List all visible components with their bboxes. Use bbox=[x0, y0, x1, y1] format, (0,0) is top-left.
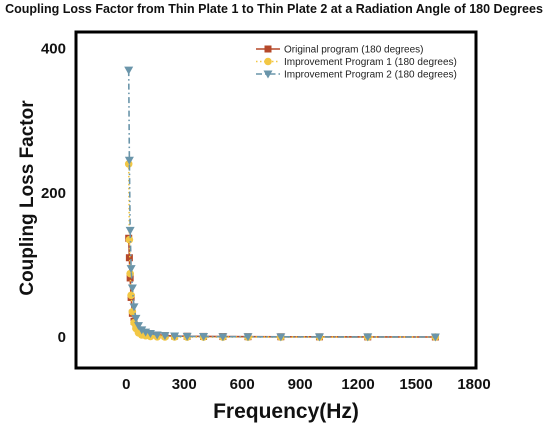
series-3-point-6 bbox=[131, 314, 141, 323]
legend-label-1: Original program (180 degrees) bbox=[284, 45, 424, 56]
legend-marker-3 bbox=[263, 70, 273, 79]
series-3-point-8 bbox=[137, 326, 147, 335]
plot-frame bbox=[74, 30, 478, 370]
legend: Original program (180 degrees)Improvemen… bbox=[256, 45, 457, 81]
series-3 bbox=[124, 66, 440, 342]
series-3-point-19 bbox=[314, 333, 324, 342]
legend-label-2: Improvement Program 1 (180 degrees) bbox=[284, 57, 457, 68]
ticks-layer: 0 300 600 900 1200 1500 1800 0 200 400 bbox=[41, 40, 491, 393]
y-tick-label-0: 0 bbox=[58, 329, 66, 346]
series-3-point-10 bbox=[145, 330, 155, 339]
legend-label-3: Improvement Program 2 (180 degrees) bbox=[284, 70, 457, 81]
y-tick-label-2: 400 bbox=[41, 40, 66, 57]
series-3-point-7 bbox=[133, 322, 143, 331]
series-3-point-18 bbox=[276, 333, 286, 342]
x-tick-label-1: 300 bbox=[172, 376, 197, 393]
series-2-point-1 bbox=[125, 235, 134, 244]
series-2-point-3 bbox=[127, 291, 135, 300]
series-1-point-1 bbox=[125, 254, 133, 262]
series-3-point-14 bbox=[182, 332, 192, 341]
legend-marker-2 bbox=[264, 57, 272, 66]
series-1 bbox=[125, 234, 439, 341]
x-tick-label-6: 1800 bbox=[457, 376, 490, 393]
series-3-point-21 bbox=[430, 333, 440, 342]
series-1-point-2 bbox=[126, 274, 134, 282]
y-axis-label: Coupling Loss Factor bbox=[17, 100, 38, 296]
legend-marker-1 bbox=[264, 45, 272, 53]
series-2 bbox=[124, 160, 440, 341]
x-tick-label-4: 1200 bbox=[341, 376, 374, 393]
series-3-point-16 bbox=[218, 333, 228, 342]
x-tick-label-3: 900 bbox=[288, 376, 313, 393]
x-tick-label-2: 600 bbox=[230, 376, 255, 393]
x-tick-label-5: 1500 bbox=[399, 376, 432, 393]
series-layer bbox=[124, 66, 440, 342]
series-3-point-3 bbox=[126, 265, 136, 274]
series-3-point-4 bbox=[127, 284, 137, 293]
series-3-point-1 bbox=[124, 156, 134, 165]
series-3-point-11 bbox=[152, 331, 162, 340]
series-3-line bbox=[127, 70, 436, 338]
series-3-point-0 bbox=[124, 66, 134, 75]
series-3-point-13 bbox=[170, 332, 180, 341]
series-3-point-2 bbox=[125, 226, 135, 235]
x-tick-label-0: 0 bbox=[122, 376, 130, 393]
series-3-point-17 bbox=[243, 333, 253, 342]
x-axis-label: Frequency(Hz) bbox=[213, 400, 359, 423]
series-3-point-20 bbox=[363, 333, 373, 342]
series-3-point-5 bbox=[129, 303, 139, 312]
series-2-line bbox=[127, 163, 436, 338]
chart-title: Coupling Loss Factor from Thin Plate 1 t… bbox=[5, 2, 543, 16]
y-tick-label-1: 200 bbox=[41, 185, 66, 202]
series-3-point-15 bbox=[199, 333, 209, 342]
series-3-point-12 bbox=[160, 332, 170, 341]
series-1-line bbox=[127, 238, 436, 338]
